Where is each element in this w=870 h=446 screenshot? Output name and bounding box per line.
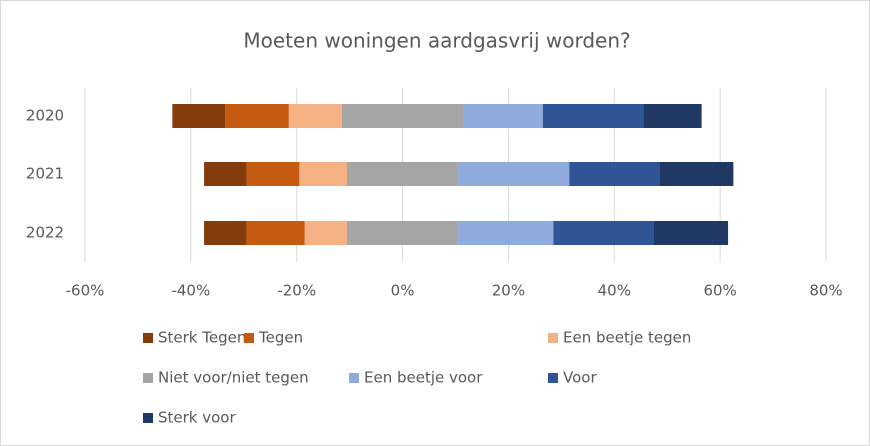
x-tick-label: 0% bbox=[391, 282, 415, 300]
bar-segment bbox=[341, 104, 464, 128]
y-tick-label: 2022 bbox=[26, 224, 64, 242]
legend-label: Een beetje voor bbox=[364, 369, 483, 387]
legend-swatch bbox=[349, 373, 359, 383]
bar-segment bbox=[643, 104, 702, 128]
legend-label: Sterk Tegen bbox=[158, 329, 246, 347]
x-tick-label: 40% bbox=[598, 282, 631, 300]
bar-segment bbox=[553, 221, 654, 245]
x-tick-label: 80% bbox=[809, 282, 842, 300]
bar-segment bbox=[204, 162, 247, 186]
legend-swatch bbox=[143, 373, 153, 383]
y-tick-label: 2020 bbox=[26, 107, 64, 125]
y-tick-label: 2021 bbox=[26, 165, 64, 183]
chart-title: Moeten woningen aardgasvrij worden? bbox=[243, 29, 630, 53]
legend-swatch bbox=[548, 373, 558, 383]
x-tick-label: -20% bbox=[277, 282, 316, 300]
bar-segment bbox=[346, 221, 459, 245]
bar-segment bbox=[299, 162, 347, 186]
legend-swatch bbox=[244, 333, 254, 343]
bar-segment bbox=[246, 221, 305, 245]
x-tick-label: -60% bbox=[66, 282, 105, 300]
x-tick-label: -40% bbox=[171, 282, 210, 300]
legend-label: Niet voor/niet tegen bbox=[158, 369, 309, 387]
bar-segment bbox=[304, 221, 347, 245]
bar-segment bbox=[458, 221, 554, 245]
x-tick-label: 60% bbox=[703, 282, 736, 300]
bar-segment bbox=[653, 221, 729, 245]
legend-swatch bbox=[143, 333, 153, 343]
bar-segment bbox=[246, 162, 300, 186]
bar-segment bbox=[288, 104, 342, 128]
legend-label: Tegen bbox=[258, 329, 303, 347]
bar-segment bbox=[172, 104, 226, 128]
x-tick-label: 20% bbox=[492, 282, 525, 300]
legend-label: Een beetje tegen bbox=[563, 329, 691, 347]
legend-label: Voor bbox=[563, 369, 597, 387]
bar-segment bbox=[463, 104, 543, 128]
bar-segment bbox=[542, 104, 644, 128]
bar-segment bbox=[346, 162, 459, 186]
bar-segment bbox=[204, 221, 247, 245]
legend-swatch bbox=[548, 333, 558, 343]
bar-segment bbox=[569, 162, 660, 186]
legend-label: Sterk voor bbox=[158, 409, 236, 427]
bar-segment bbox=[225, 104, 289, 128]
bar-segment bbox=[458, 162, 570, 186]
bar-segment bbox=[659, 162, 734, 186]
legend-swatch bbox=[143, 413, 153, 423]
